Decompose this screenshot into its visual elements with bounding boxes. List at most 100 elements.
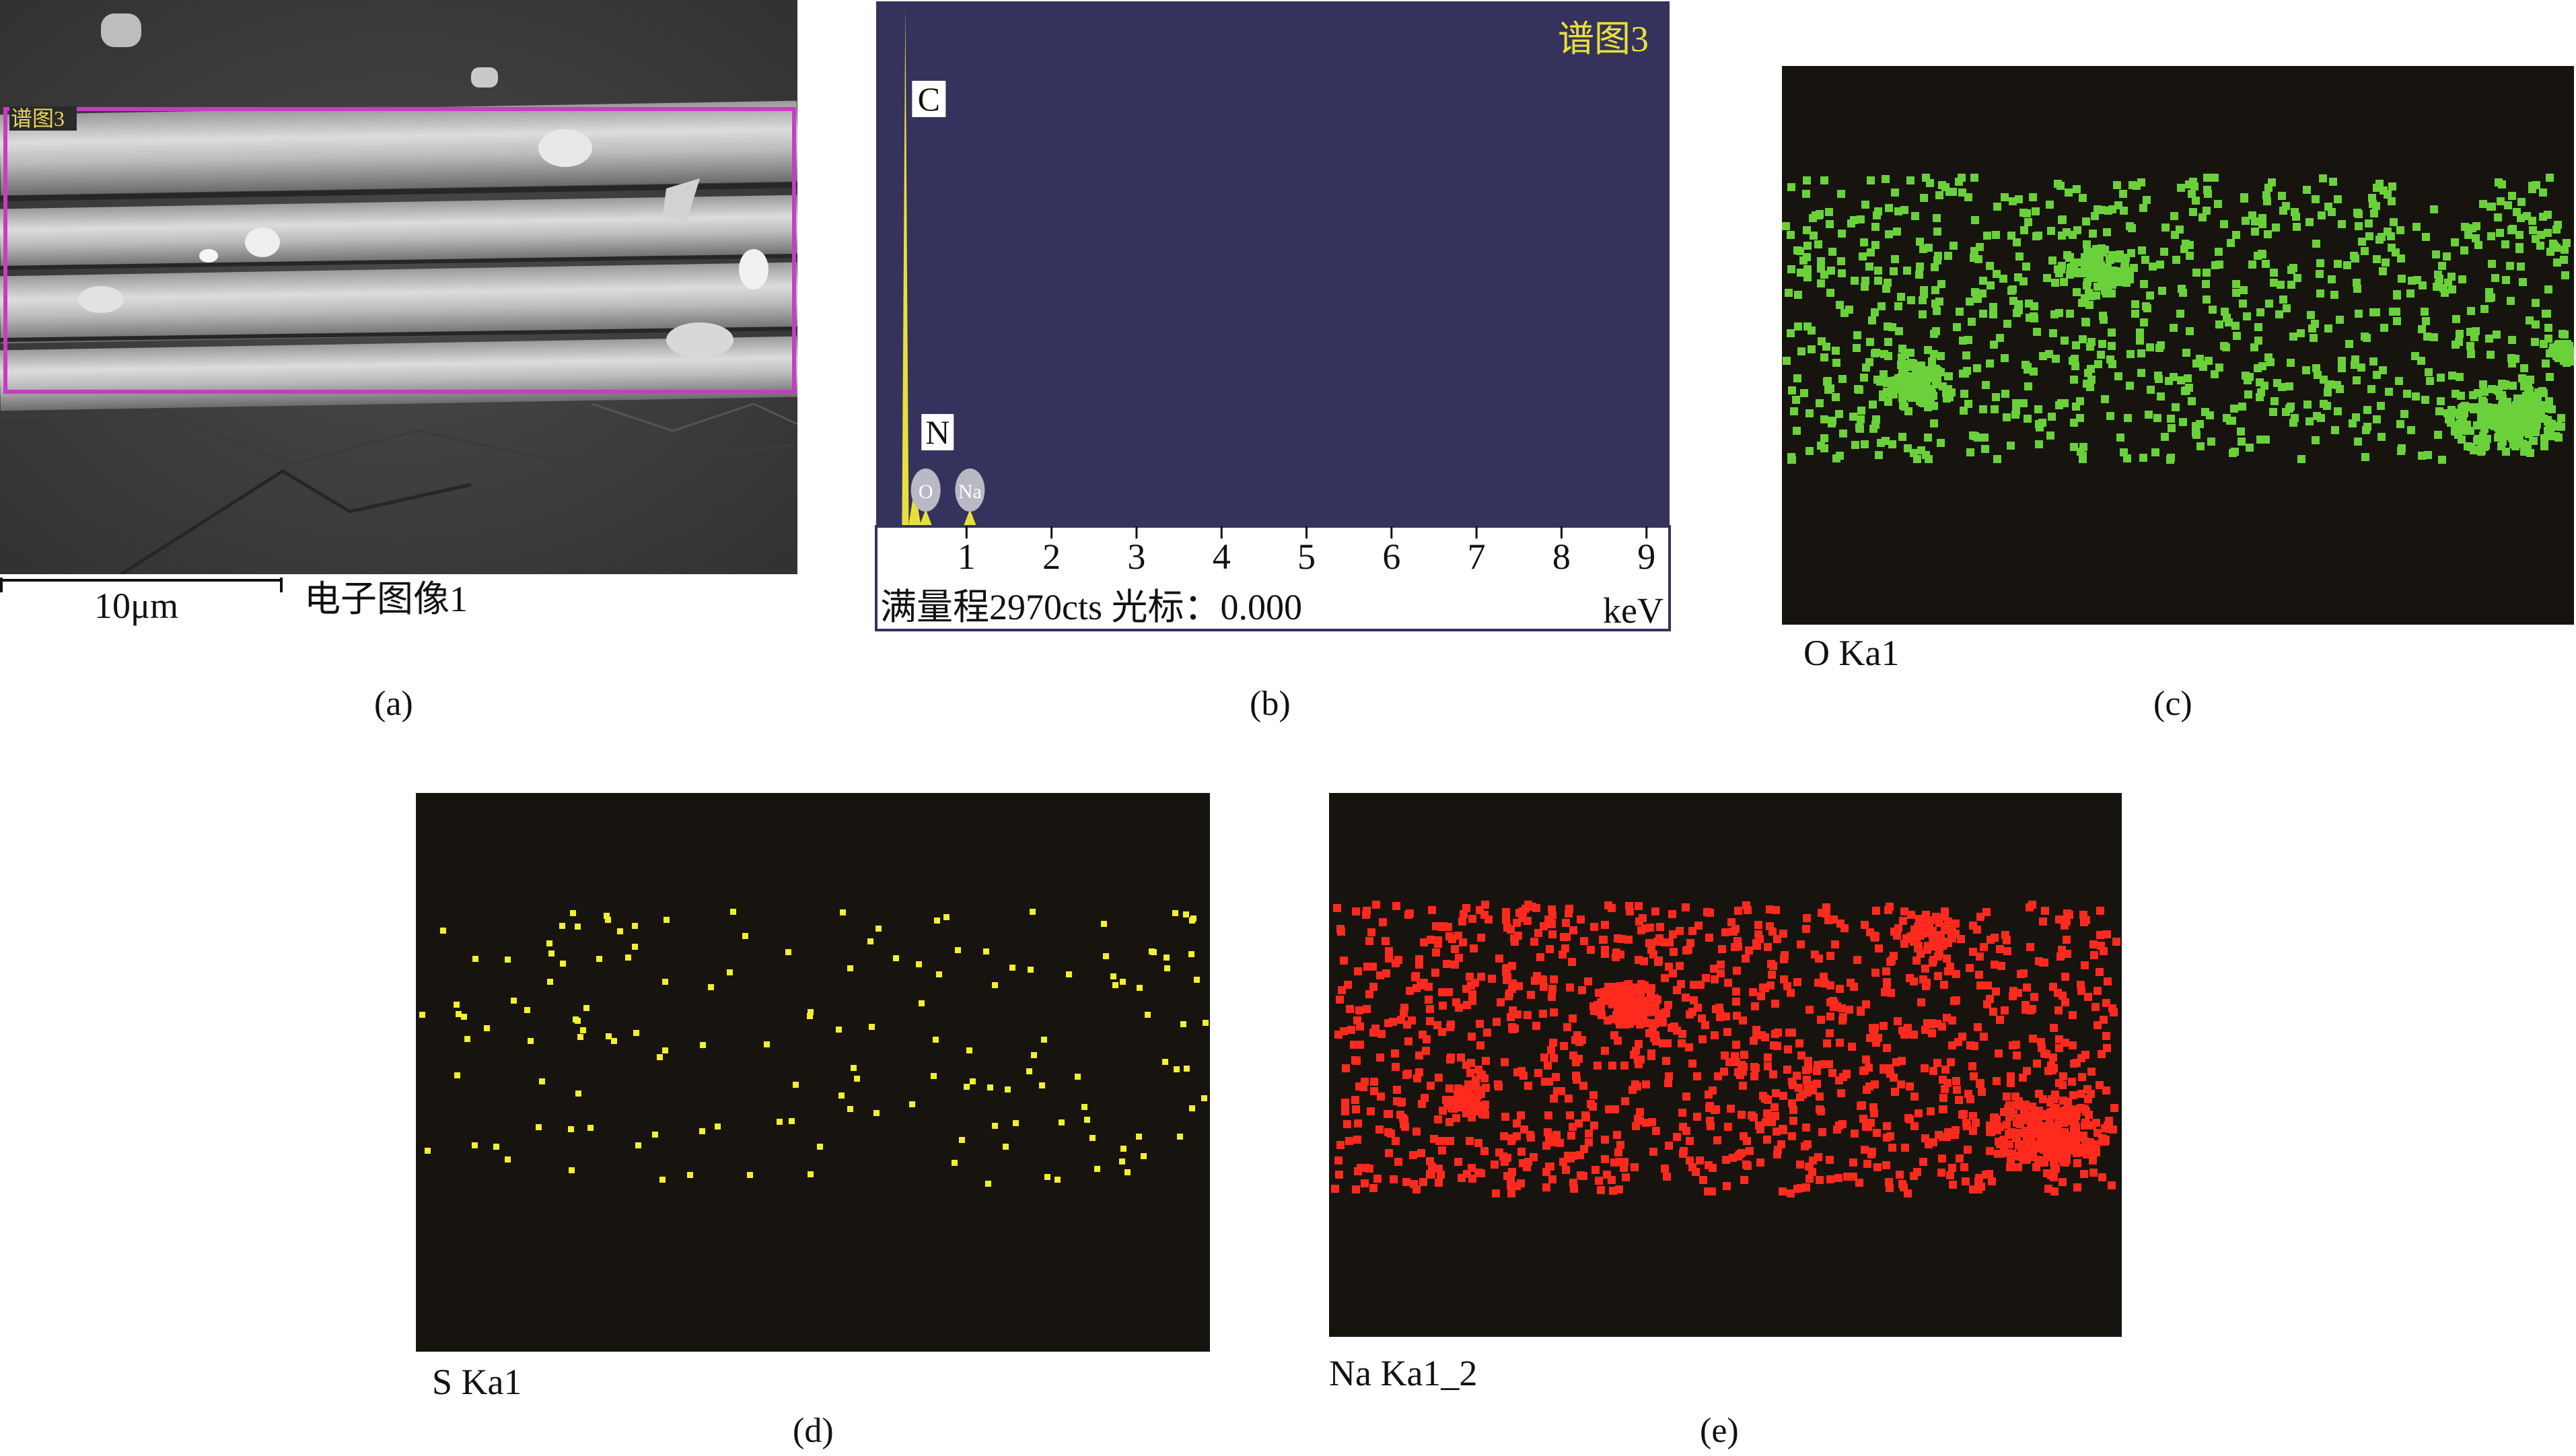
map-pixel	[1966, 1041, 1974, 1049]
map-pixel	[1930, 368, 1938, 376]
map-pixel	[1669, 930, 1677, 938]
map-pixel	[1764, 1062, 1772, 1070]
map-pixel	[1162, 1059, 1168, 1065]
map-pixel	[1587, 946, 1595, 954]
map-pixel	[1896, 1171, 1904, 1179]
map-pixel	[1731, 925, 1740, 933]
map-pixel	[1837, 1089, 1845, 1097]
map-pixel	[2278, 192, 2286, 200]
map-pixel	[1831, 940, 1839, 948]
map-pixel	[2069, 1011, 2077, 1019]
map-pixel	[1805, 1006, 1814, 1014]
map-pixel	[2096, 931, 2104, 939]
map-pixel	[1814, 1061, 1822, 1069]
map-pixel	[1991, 961, 1999, 969]
map-pixel	[747, 1172, 753, 1178]
map-pixel	[1933, 1059, 1941, 1067]
map-pixel	[1803, 914, 1811, 922]
map-pixel	[1365, 990, 1373, 998]
map-pixel	[1463, 1001, 1471, 1009]
map-pixel	[2494, 434, 2502, 442]
map-pixel	[1651, 1031, 1659, 1039]
map-pixel	[2076, 414, 2084, 422]
map-pixel	[1848, 1043, 1856, 1051]
map-pixel	[528, 1038, 534, 1044]
map-pixel	[1474, 1139, 1482, 1147]
map-pixel	[2283, 304, 2291, 312]
map-pixel	[2023, 983, 2031, 992]
map-pixel	[1832, 359, 1840, 367]
map-pixel	[1434, 1115, 1442, 1123]
map-pixel	[1779, 1187, 1787, 1195]
map-pixel	[1752, 1064, 1760, 1072]
map-pixel	[1919, 245, 1927, 253]
map-pixel	[1983, 232, 1991, 240]
map-pixel	[2019, 399, 2028, 407]
map-pixel	[2158, 287, 2166, 295]
map-pixel	[1883, 1122, 1891, 1130]
map-pixel	[1943, 1079, 1952, 1087]
map-pixel	[1855, 1179, 1863, 1187]
map-pixel	[1698, 1014, 1706, 1022]
map-pixel	[2351, 355, 2359, 363]
map-pixel	[652, 1132, 658, 1138]
map-pixel	[2507, 417, 2515, 425]
map-pixel	[2126, 350, 2135, 358]
map-pixel	[1974, 1023, 1982, 1031]
map-pixel	[1470, 944, 1478, 952]
map-pixel	[2192, 359, 2201, 368]
map-pixel	[2091, 272, 2100, 280]
map-pixel	[2101, 1124, 2109, 1132]
map-pixel	[873, 1110, 880, 1116]
map-pixel	[1624, 936, 1633, 944]
map-pixel	[1367, 1107, 1375, 1115]
map-pixel	[1435, 1074, 1443, 1082]
map-pixel	[1705, 1161, 1713, 1169]
map-pixel	[1949, 1181, 1957, 1189]
map-pixel	[1693, 1072, 1701, 1080]
map-pixel	[1930, 402, 1938, 410]
map-pixel	[2015, 252, 2024, 261]
map-pixel	[2098, 1173, 2106, 1181]
map-pixel	[1428, 1163, 1436, 1171]
map-pixel	[1884, 322, 1892, 331]
map-pixel	[1491, 1160, 1499, 1169]
map-pixel	[1335, 1171, 1343, 1179]
map-pixel	[1959, 370, 1967, 378]
map-pixel	[1753, 942, 1761, 950]
map-pixel	[1120, 979, 1126, 985]
map-pixel	[2003, 1093, 2011, 1101]
map-pixel	[2059, 215, 2067, 223]
map-pixel	[1874, 207, 1882, 215]
map-pixel	[1589, 1091, 1598, 1099]
map-pixel	[1732, 1041, 1740, 1049]
map-pixel	[1933, 1020, 1941, 1028]
map-pixel	[2029, 1120, 2037, 1128]
map-pixel	[847, 965, 853, 971]
map-pixel	[1750, 1037, 1758, 1045]
map-pixel	[2293, 274, 2301, 282]
map-pixel	[2507, 297, 2515, 305]
map-pixel	[1608, 1176, 1616, 1184]
map-pixel	[730, 909, 736, 915]
map-pixel	[2077, 1054, 2085, 1062]
map-pixel	[2388, 197, 2396, 205]
map-pixel	[1894, 924, 1902, 932]
map-pixel	[1450, 1096, 1458, 1104]
map-pixel	[2120, 263, 2128, 271]
map-pixel	[1509, 1025, 1517, 1033]
map-pixel	[1966, 448, 1974, 456]
map-pixel	[2065, 188, 2073, 197]
map-pixel	[2017, 1129, 2026, 1137]
map-pixel	[2167, 415, 2175, 423]
map-pixel	[1787, 231, 1795, 239]
peak-label-O: O	[919, 481, 933, 503]
map-pixel	[2086, 383, 2094, 391]
map-pixel	[1480, 1074, 1489, 1082]
map-pixel	[1952, 1126, 1960, 1134]
map-pixel	[2400, 410, 2408, 418]
map-pixel	[1702, 974, 1710, 982]
map-pixel	[2061, 1138, 2069, 1146]
map-pixel	[1780, 975, 1788, 983]
map-pixel	[2070, 376, 2078, 384]
